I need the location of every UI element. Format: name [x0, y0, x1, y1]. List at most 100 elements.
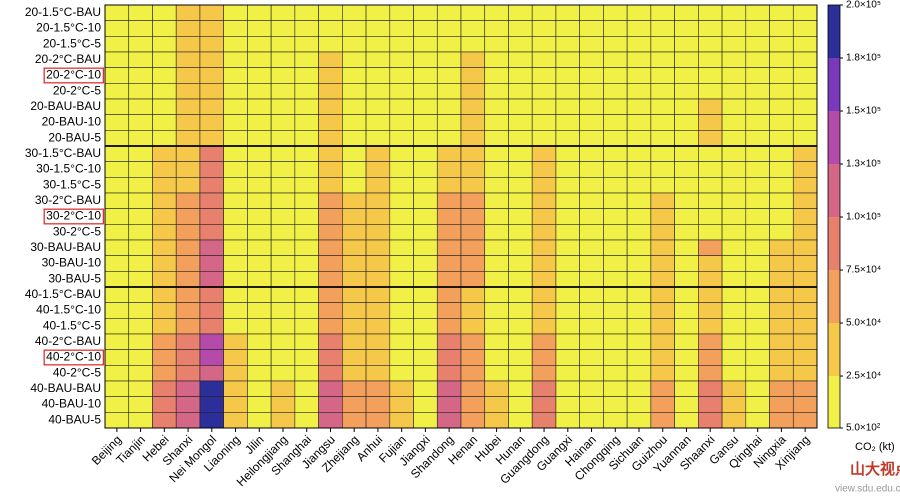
heat-cell	[721, 36, 747, 53]
heat-cell	[603, 396, 628, 413]
heat-cell	[508, 271, 533, 288]
y-tick-label: 20-2°C-BAU	[35, 52, 101, 66]
heat-cell	[413, 20, 438, 37]
heat-cell	[603, 114, 628, 131]
heat-cell	[508, 412, 533, 429]
heat-cell	[270, 271, 296, 288]
heat-cell	[531, 4, 557, 21]
heat-cell	[152, 161, 177, 178]
heat-cell	[721, 349, 747, 366]
heat-cell	[128, 192, 153, 209]
heat-cell	[342, 36, 367, 53]
heat-cell	[389, 145, 414, 162]
heat-cell	[365, 161, 391, 178]
heat-cell	[745, 145, 770, 162]
y-tick-label: 30-1.5°C-BAU	[25, 146, 101, 160]
heat-cell	[199, 239, 224, 256]
heat-cell	[531, 271, 557, 288]
heat-cell	[603, 161, 628, 178]
heat-cell	[294, 192, 319, 209]
heat-cell	[223, 20, 248, 37]
heat-cell	[247, 208, 272, 225]
heat-cell	[579, 396, 604, 413]
heat-cell	[175, 20, 201, 37]
heat-cell	[365, 20, 391, 37]
heat-cell	[650, 98, 675, 115]
heat-cell	[769, 271, 794, 288]
heat-cell	[745, 83, 770, 100]
heat-cell	[508, 20, 533, 37]
y-tick-label: 30-1.5°C-5	[43, 177, 101, 191]
heat-cell	[247, 177, 272, 194]
heat-cell	[389, 130, 414, 147]
heat-cell	[721, 83, 747, 100]
heat-cell	[389, 333, 414, 350]
heat-cell	[792, 4, 818, 21]
watermark-text: 山大视点	[850, 460, 900, 478]
heat-cell	[745, 333, 770, 350]
heat-cell	[318, 349, 343, 366]
heat-cell	[603, 255, 628, 272]
heat-cell	[721, 286, 747, 303]
y-tick-label: 20-1.5°C-10	[36, 21, 101, 35]
heat-cell	[460, 130, 486, 147]
heat-cell	[318, 239, 343, 256]
heat-cell	[721, 380, 747, 397]
heat-cell	[460, 98, 486, 115]
heat-cell	[318, 114, 343, 131]
heat-cell	[152, 224, 177, 241]
heat-cell	[223, 271, 248, 288]
heat-cell	[721, 365, 747, 382]
heat-cell	[104, 4, 130, 21]
colorbar-segment	[828, 164, 840, 218]
heat-cell	[175, 177, 201, 194]
heat-cell	[508, 98, 533, 115]
colorbar-tick-label: 1.5×10⁵	[846, 106, 881, 117]
heat-cell	[294, 83, 319, 100]
heat-cell	[436, 36, 462, 53]
heat-cell	[745, 286, 770, 303]
heat-cell	[603, 380, 628, 397]
heat-cell	[555, 4, 580, 21]
heat-cell	[674, 83, 699, 100]
heat-cell	[721, 302, 747, 319]
heat-cell	[175, 208, 201, 225]
heat-cell	[698, 83, 723, 100]
heat-cell	[128, 4, 153, 21]
heat-cell	[413, 255, 438, 272]
heat-cell	[436, 208, 462, 225]
heat-cell	[247, 51, 272, 68]
heat-cell	[555, 412, 580, 429]
heat-cell	[721, 114, 747, 131]
heat-cell	[555, 333, 580, 350]
heat-cell	[270, 114, 296, 131]
heat-cell	[626, 4, 652, 21]
heat-cell	[152, 51, 177, 68]
heat-cell	[270, 255, 296, 272]
heat-cell	[555, 271, 580, 288]
heat-cell	[603, 302, 628, 319]
heat-cell	[650, 177, 675, 194]
heat-cell	[199, 36, 224, 53]
heat-cell	[460, 208, 486, 225]
heat-cell	[223, 412, 248, 429]
colorbar-tick-label: 7.5×10⁴	[846, 265, 881, 276]
heat-cell	[413, 239, 438, 256]
heat-cell	[318, 130, 343, 147]
heat-cell	[318, 208, 343, 225]
heat-cell	[342, 271, 367, 288]
heat-cell	[247, 67, 272, 84]
heat-cell	[318, 177, 343, 194]
heat-cell	[579, 51, 604, 68]
heat-cell	[365, 412, 391, 429]
heat-cell	[674, 192, 699, 209]
heat-cell	[104, 255, 130, 272]
heat-cell	[508, 130, 533, 147]
heat-cell	[484, 36, 509, 53]
y-tick-label: 40-1.5°C-BAU	[25, 287, 101, 301]
heat-cell	[436, 177, 462, 194]
heat-cell	[745, 365, 770, 382]
heat-cell	[508, 208, 533, 225]
heat-cell	[152, 412, 177, 429]
heat-cell	[484, 177, 509, 194]
